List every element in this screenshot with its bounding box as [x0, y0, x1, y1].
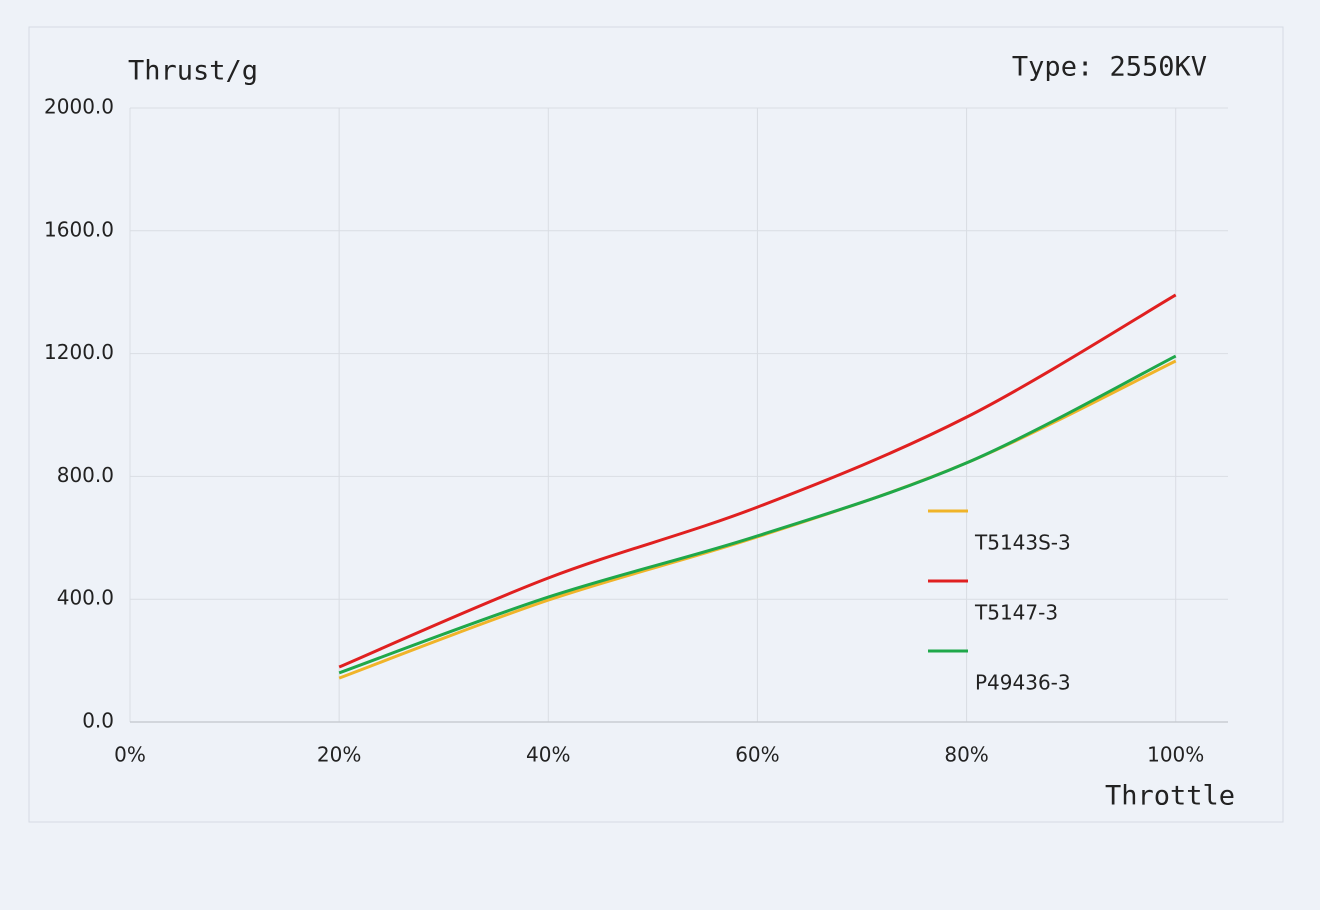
chart-panel — [28, 26, 1284, 823]
x-tick-label: 60% — [735, 743, 779, 767]
y-tick-label: 800.0 — [57, 463, 114, 487]
legend-label: T5147-3 — [974, 601, 1058, 625]
y-tick-label: 0.0 — [82, 709, 114, 733]
x-tick-label: 80% — [944, 743, 988, 767]
y-tick-label: 1200.0 — [44, 340, 114, 364]
legend-label: P49436-3 — [975, 671, 1071, 695]
x-axis-label: Throttle — [1105, 781, 1235, 812]
y-tick-label: 2000.0 — [44, 95, 114, 119]
legend-label: T5143S-3 — [974, 531, 1071, 555]
x-tick-label: 0% — [114, 743, 146, 767]
y-axis-label: Thrust/g — [128, 56, 258, 87]
y-tick-label: 400.0 — [57, 586, 114, 610]
series-line — [338, 354, 1177, 675]
y-tick-label: 1600.0 — [44, 217, 114, 241]
series-line — [338, 293, 1177, 669]
x-tick-label: 40% — [526, 743, 570, 767]
annotation: Type: 2550KV — [1012, 52, 1207, 83]
x-tick-label: 100% — [1147, 743, 1204, 767]
x-tick-label: 20% — [317, 743, 361, 767]
